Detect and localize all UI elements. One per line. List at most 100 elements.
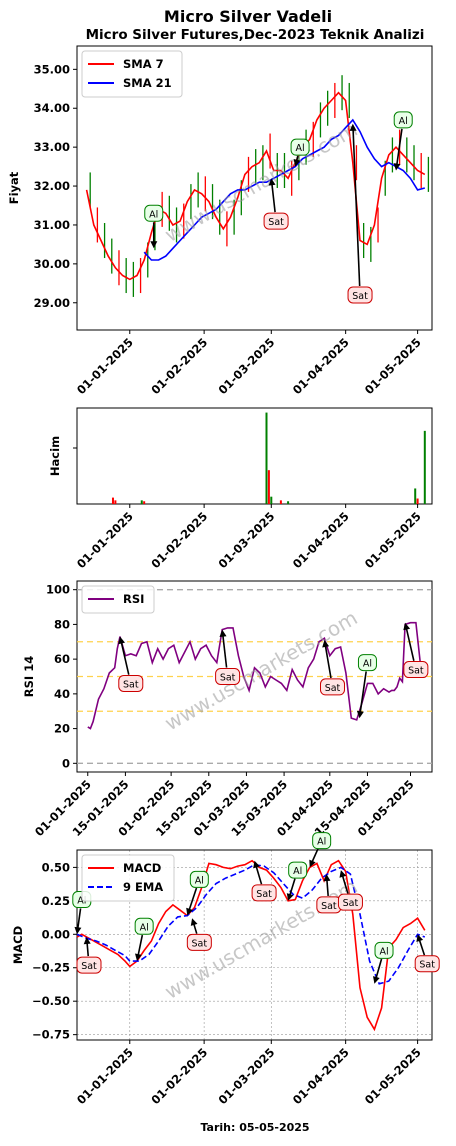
macd-annotation-label: Sat	[343, 898, 359, 909]
macd-annotation-head	[309, 859, 316, 868]
volume-xtick-label: 01-03-2025	[215, 509, 277, 571]
macd-annotation-head	[186, 907, 193, 916]
price-annotation-head	[349, 123, 357, 131]
macd-annotation-label: Sat	[81, 961, 97, 972]
macd-annotation-arrow	[254, 864, 263, 885]
sma21-line	[143, 118, 426, 261]
rsi-annotation-label: Sat	[325, 683, 341, 694]
macd-ytick-label: 0.50	[42, 860, 70, 874]
macd-legend-label: MACD	[123, 861, 161, 875]
macd-annotation-head	[253, 860, 260, 869]
price-annotation-head	[150, 241, 158, 249]
price-ytick-label: 35.00	[34, 62, 70, 76]
price-xtick-label: 01-01-2025	[74, 335, 136, 397]
volume-frame	[76, 407, 433, 505]
macd-annotation-arrow	[374, 958, 383, 981]
rsi-ytick-label: 60	[54, 652, 70, 666]
rsi-annotation-label: Sat	[123, 679, 139, 690]
macd-annotation-label: Al	[77, 896, 86, 907]
price-xtick-label: 01-02-2025	[148, 335, 210, 397]
price-watermark: www.uscmarkets.com	[161, 117, 362, 247]
rsi-annotation-arrow	[405, 626, 415, 661]
macd-xtick-label: 01-04-2025	[290, 1045, 352, 1107]
rsi-annotation-arrow	[221, 633, 228, 668]
macd-annotation-box	[374, 941, 394, 959]
volume-bar	[279, 500, 282, 504]
macd-annotation-label: Sat	[192, 938, 208, 949]
price-annotation-label: Al	[399, 116, 408, 127]
volume-panel: 01-01-2025 01-02-2025 01-03-2025 01-04-2025…	[48, 407, 433, 571]
rsi-ytick-label: 80	[54, 617, 70, 631]
price-annotation-box	[290, 138, 310, 156]
macd-annotation-box	[414, 955, 440, 973]
macd-annotation-label: Sat	[256, 889, 272, 900]
price-annotation-box	[144, 204, 164, 222]
macd-annotation-box	[251, 884, 277, 902]
figure-subtitle: Micro Silver Futures,Dec-2023 Teknik Ana…	[86, 27, 425, 43]
price-ytick-label: 31.00	[34, 218, 70, 232]
macd-annotation-label: Al	[293, 866, 302, 877]
volume-bar	[265, 412, 268, 504]
price-annotation-label: Sat	[352, 291, 368, 302]
rsi-legend-frame	[81, 585, 155, 614]
volume-bar	[140, 500, 143, 504]
macd-annotation-head	[416, 934, 424, 942]
price-legend-label: SMA 21	[123, 76, 172, 90]
price-annotation-arrow	[270, 182, 276, 213]
macd-annotation-head	[74, 926, 82, 935]
rsi-line	[87, 621, 422, 730]
macd-legend-frame	[81, 854, 175, 902]
macd-annotation-box	[189, 870, 209, 888]
rsi-annotation-box	[319, 678, 345, 696]
ema9-line	[76, 863, 426, 985]
macd-annotation-label: Al	[140, 922, 149, 933]
rsi-annotation-arrow	[324, 643, 332, 679]
macd-line	[76, 859, 426, 1032]
macd-annotation-box	[312, 832, 332, 850]
rsi-annotation-box	[215, 668, 241, 685]
price-annotation-box	[347, 286, 373, 304]
macd-annotation-box	[288, 861, 308, 879]
macd-annotation-head	[190, 918, 198, 926]
rsi-annotation-arrow	[120, 640, 130, 675]
macd-annotation-head	[339, 870, 347, 878]
macd-annotation-box	[186, 933, 212, 951]
macd-ytick-label: 0.00	[42, 927, 70, 941]
macd-annotation-label: Sat	[419, 960, 435, 971]
rsi-ytick-label: 100	[46, 583, 70, 597]
volume-bar	[114, 500, 117, 504]
price-xtick-label: 01-05-2025	[362, 335, 424, 397]
price-ytick-label: 29.00	[34, 296, 70, 310]
rsi-annotation-head	[322, 640, 330, 648]
macd-xtick-label: 01-02-2025	[148, 1045, 210, 1107]
macd-annotation-label: Al	[195, 875, 204, 886]
macd-annotation-arrow	[136, 934, 144, 958]
rsi-annotation-box	[357, 654, 377, 672]
price-annotation-arrow	[395, 128, 403, 167]
macd-ytick-label: −0.50	[32, 994, 70, 1008]
rsi-annotation-head	[219, 629, 227, 637]
price-xtick-label: 01-04-2025	[290, 335, 352, 397]
volume-bar	[416, 498, 419, 504]
macd-annotation-label: Al	[317, 837, 326, 848]
macd-xtick-label: 01-03-2025	[215, 1045, 277, 1107]
macd-frame	[76, 849, 433, 1041]
macd-annotation-head	[323, 874, 331, 882]
rsi-panel: 02040608010001-01-202515-01-202501-02-20…	[22, 580, 433, 839]
macd-annotation-label: Al	[379, 946, 388, 957]
rsi-annotation-label: Al	[363, 659, 372, 670]
volume-xtick-label: 01-04-2025	[290, 509, 352, 571]
chart-panels: 29.00 30.00 31.00 32.00 33.00 34.00 35.00 01-01…	[7, 45, 440, 1107]
volume-bar	[270, 496, 273, 504]
price-ytick-label: 30.00	[34, 257, 70, 271]
price-ylabel: Fiyat	[7, 171, 21, 204]
price-panel: 29.00 30.00 31.00 32.00 33.00 34.00 35.00 01-01…	[7, 45, 433, 397]
macd-xtick-label: 01-05-2025	[362, 1045, 424, 1107]
price-ytick-label: 33.00	[34, 140, 70, 154]
rsi-annotation-arrow	[359, 671, 367, 715]
rsi-annotation-head	[356, 710, 364, 719]
price-legend-frame	[81, 50, 183, 98]
volume-bar	[143, 501, 146, 504]
price-annotation-head	[293, 159, 301, 167]
